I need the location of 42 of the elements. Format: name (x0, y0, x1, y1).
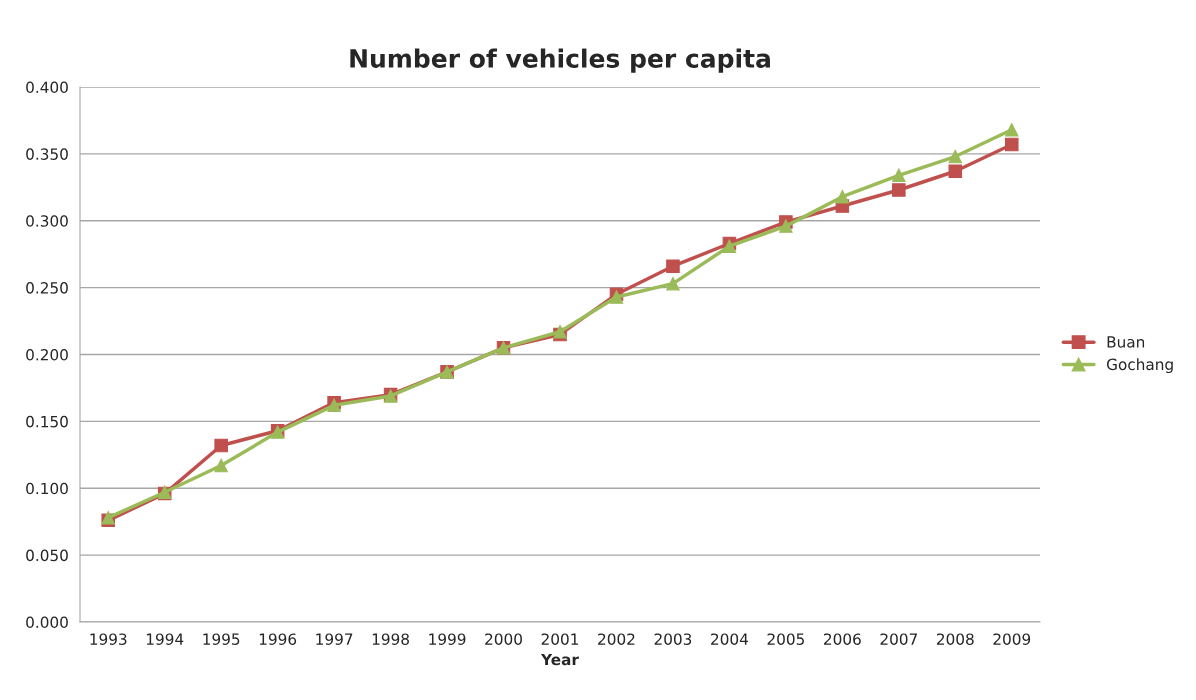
point (779, 219, 793, 233)
point (666, 259, 680, 273)
point (948, 149, 963, 164)
x-tick-label: 2000 (485, 633, 522, 645)
x-axis-title: Year (540, 653, 579, 666)
x-tick-label: 2004 (711, 633, 748, 645)
x-tick-label: 1997 (316, 633, 353, 645)
point (892, 168, 906, 183)
y-tick-label: 0.100 (26, 482, 68, 495)
point (892, 183, 906, 197)
x-tick-label: 2005 (767, 633, 804, 645)
x-tick-label: 1993 (90, 633, 127, 645)
x-tick-label: 2001 (541, 633, 579, 645)
y-tick-label: 0.200 (26, 348, 68, 361)
y-tick-label: 0.000 (26, 616, 68, 629)
y-tick-label: 0.300 (26, 215, 68, 227)
x-tick-label: 2003 (654, 633, 692, 645)
y-tick-label: 0.350 (26, 148, 68, 160)
point (1005, 137, 1019, 152)
point (1005, 123, 1019, 137)
x-tick-label: 2007 (880, 633, 917, 645)
legend-label: Buan (1107, 336, 1145, 348)
x-tick-label: 1995 (203, 633, 240, 645)
legend-label: Gochang (1106, 358, 1173, 374)
x-tick-label: 2009 (993, 633, 1031, 645)
y-tick-label: 0.400 (26, 81, 68, 94)
point (214, 458, 228, 473)
x-tick-label: 1996 (259, 633, 297, 645)
chart-title: Number of vehicles per capita (350, 48, 770, 73)
x-tick-label: 2006 (824, 633, 861, 645)
point (666, 276, 680, 291)
y-tick-label: 0.250 (26, 282, 68, 294)
y-tick-label: 0.050 (26, 549, 68, 562)
x-tick-label: 1999 (429, 633, 466, 645)
point (948, 164, 963, 179)
x-tick-label: 2002 (598, 633, 635, 645)
x-tick-label: 1998 (372, 633, 409, 645)
x-tick-label: 1994 (146, 633, 184, 645)
point (214, 438, 228, 453)
y-tick-label: 0.150 (26, 415, 68, 428)
x-tick-label: 2008 (936, 633, 974, 645)
point (835, 189, 850, 204)
